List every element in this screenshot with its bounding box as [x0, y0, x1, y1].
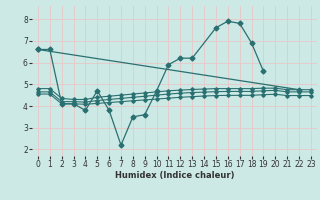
- X-axis label: Humidex (Indice chaleur): Humidex (Indice chaleur): [115, 171, 234, 180]
